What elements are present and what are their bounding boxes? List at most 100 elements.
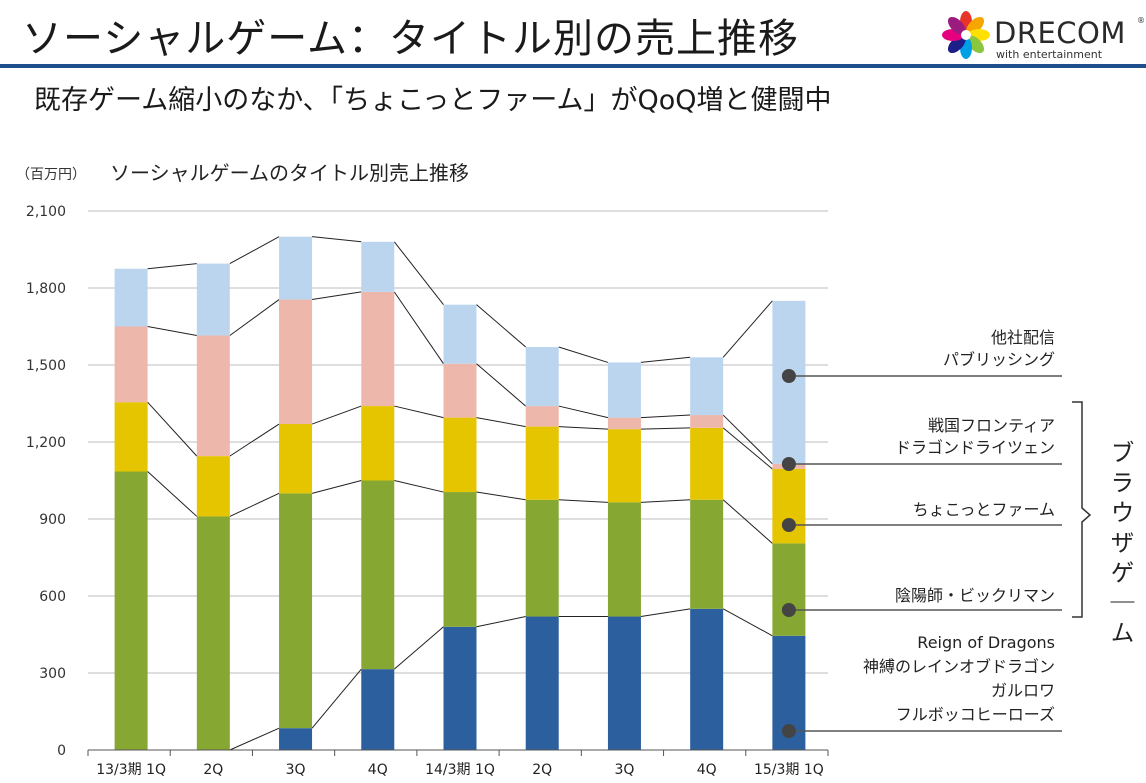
bar-segment-tasha	[279, 236, 313, 300]
connector-line	[147, 471, 198, 517]
legend-marker	[781, 724, 796, 738]
page-title: ソーシャルゲーム：タイトル別の売上推移	[22, 16, 799, 62]
legend-label: 陰陽師・ビックリマン	[895, 586, 1055, 605]
connector-line	[229, 423, 280, 457]
browser-game-bracket	[1072, 401, 1092, 618]
connector-line	[147, 263, 197, 270]
legend-label: ガルロワ	[991, 681, 1055, 700]
bracket-label-char: ブ	[1106, 440, 1134, 464]
x-tick-label: 14/3期 1Q	[425, 762, 495, 778]
y-axis-unit-label: （百万円）	[16, 167, 86, 183]
y-axis-ticks: 0 300 600 900 1,200 1,500 1,800 2,100	[26, 204, 66, 759]
connector-line	[558, 405, 609, 419]
bar-segment-sengoku	[361, 406, 395, 481]
legend-label: 戦国フロンティア	[928, 416, 1055, 435]
connector-line	[229, 236, 280, 265]
bar-segment-tasha	[443, 304, 477, 364]
connector-line	[722, 499, 773, 544]
connector-line	[393, 291, 444, 364]
bar-segment-tasha	[690, 357, 724, 416]
bar-segment-sengoku	[690, 427, 724, 500]
connector-line	[476, 417, 526, 428]
x-tick-label: 2Q	[203, 762, 223, 778]
connector-line	[229, 727, 280, 751]
connector-line	[147, 401, 198, 457]
bar-segment-fulbokko	[443, 626, 477, 750]
logo-wordmark: DRECOM	[994, 16, 1126, 50]
bar-segment-onmyoji	[525, 499, 559, 617]
bracket-label-char: ゲ	[1106, 560, 1134, 584]
connector-line	[311, 291, 362, 301]
bar-segment-fulbokko	[361, 669, 395, 750]
bar-segment-onmyoji	[772, 543, 806, 636]
bar-segment-onmyoji	[607, 502, 641, 617]
y-tick-label: 300	[39, 666, 66, 682]
legend-marker	[781, 457, 796, 471]
connector-line	[311, 668, 362, 729]
bracket-label-char: ム	[1106, 620, 1134, 644]
drecom-logo: DRECOM ® with entertainment	[940, 8, 1145, 64]
bar-segment-sengoku	[196, 456, 230, 517]
connector-line	[722, 414, 773, 465]
flower-logo-icon	[942, 11, 990, 59]
bracket-label-char: ｜	[1106, 590, 1134, 614]
x-tick-label: 15/3期 1Q	[754, 762, 824, 778]
connector-line	[558, 426, 608, 430]
bar-segment-sengoku	[443, 417, 477, 493]
connector-line	[312, 236, 362, 243]
bar-segment-sengoku	[279, 424, 313, 494]
bar-segment-sengoku	[525, 426, 559, 500]
bar-segment-sengoku2	[114, 326, 148, 403]
bar-segment-fulbokko	[690, 608, 724, 750]
bar-segment-sengoku2	[525, 406, 559, 427]
y-tick-label: 1,500	[26, 358, 66, 374]
connector-line	[476, 491, 526, 501]
connector-line	[229, 299, 280, 336]
legend-label: ちょこっとファーム	[913, 500, 1055, 519]
legend-label: ドラゴンドライツェン	[895, 438, 1055, 457]
connector-line	[394, 405, 444, 419]
legend-label: Reign of Dragons	[917, 633, 1055, 652]
legend-label: 神縛のレインオブドラゴン	[863, 657, 1055, 676]
connector-line	[476, 616, 526, 628]
bar-segment-onmyoji	[690, 499, 724, 609]
connector-line	[640, 356, 691, 363]
bar-segment-sengoku	[114, 402, 148, 472]
bar-segment-tasha	[114, 268, 148, 327]
bar-segment-sengoku2	[607, 417, 641, 430]
bar-segment-fulbokko	[607, 616, 641, 750]
y-tick-label: 1,200	[26, 435, 66, 451]
connector-line	[393, 241, 444, 305]
bar-segment-sengoku2	[361, 291, 395, 407]
x-tick-label: 4Q	[697, 762, 717, 778]
bar-segment-tasha	[361, 241, 395, 292]
legend-label: フルボッコヒーローズ	[896, 705, 1055, 724]
x-tick-label: 3Q	[614, 762, 634, 778]
legend-marker	[781, 518, 796, 532]
bar-segment-fulbokko	[525, 616, 559, 750]
bar-segment-fulbokko	[279, 728, 313, 750]
x-axis-ticks: 13/3期 1Q 2Q 3Q 4Q 14/3期 1Q 2Q 3Q 4Q 15/3期 1Q	[87, 749, 829, 778]
logo-registered-mark: ®	[1137, 16, 1145, 25]
bar-segment-sengoku2	[690, 415, 724, 428]
bar-segment-sengoku2	[279, 299, 313, 425]
bar-segment-onmyoji	[196, 516, 230, 750]
bar-segment-onmyoji	[279, 493, 313, 729]
connector-line	[476, 363, 527, 407]
bracket-label-char: ウ	[1106, 500, 1134, 524]
connector-line	[393, 626, 444, 670]
page-subtitle: 既存ゲーム縮小のなか、「ちょこっとファーム」がQoQ増と健闘中	[34, 85, 832, 116]
x-tick-label: 13/3期 1Q	[96, 762, 166, 778]
connector-line	[311, 405, 362, 425]
connector-line	[558, 499, 608, 503]
connector-line	[722, 427, 773, 470]
legend-marker	[781, 603, 796, 617]
y-tick-label: 2,100	[26, 204, 66, 220]
chart-title: ソーシャルゲームのタイトル別売上推移	[110, 161, 469, 185]
bar-segment-tasha	[607, 362, 641, 418]
y-tick-label: 1,800	[26, 281, 66, 297]
bar-segment-sengoku2	[443, 363, 477, 418]
connector-line	[722, 608, 773, 637]
connector-line	[558, 346, 609, 363]
